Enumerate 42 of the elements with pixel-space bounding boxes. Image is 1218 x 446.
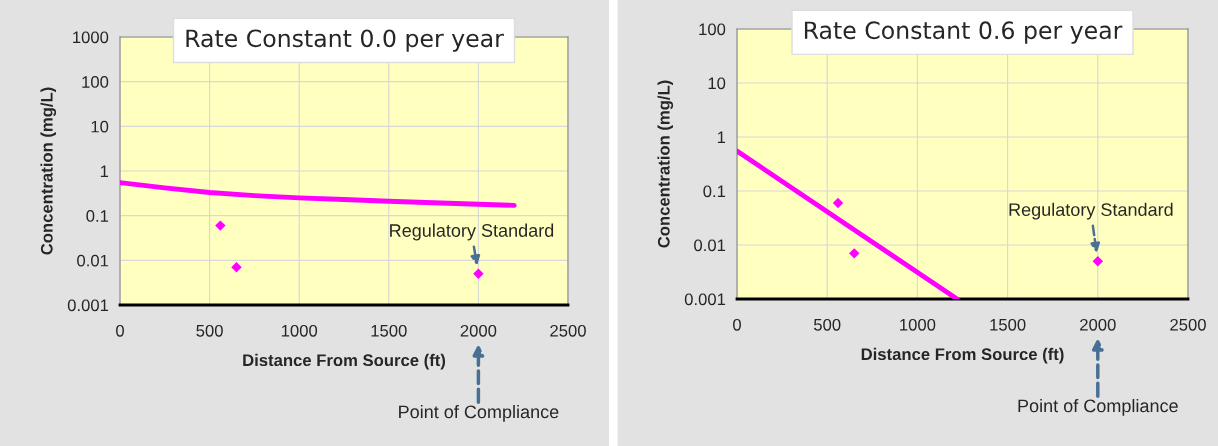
x-tick-label: 2500: [1170, 318, 1206, 331]
y-axis-title: Concentration (mg/L): [40, 87, 57, 255]
y-tick-label: 0.1: [703, 185, 726, 198]
point: [832, 197, 844, 209]
line-series: [120, 180, 517, 208]
chart-title: Rate Constant 0.6 per year: [804, 21, 1123, 44]
point: [231, 262, 242, 273]
x-tick-label: 500: [196, 324, 223, 337]
text: Point of Compliance: [1018, 399, 1178, 416]
y-tick-label: 0.1: [86, 210, 109, 222]
point: [849, 248, 860, 259]
y-tick-label: 0.01: [694, 239, 726, 252]
x-tick-label: 2500: [550, 324, 586, 337]
point: [215, 220, 226, 231]
x-tick-label: 0: [733, 318, 741, 331]
y-tick-label: 100: [699, 23, 726, 36]
y-tick-label: 0.001: [684, 293, 726, 306]
x-axis-title: Distance From Source (ft): [861, 347, 1064, 364]
annotation: Regulatory Standard: [390, 223, 554, 241]
x-tick-label: 1000: [281, 324, 318, 337]
x-tick-label: 2000: [460, 324, 497, 337]
x-tick-label: 1500: [990, 318, 1026, 331]
y-axis-title: Concentration (mg/L): [657, 80, 674, 248]
y-tick-label: 1: [100, 165, 109, 178]
x-tick-label: 1500: [371, 324, 407, 337]
x-tick-label: 500: [813, 318, 841, 331]
x-tick-label: 1000: [900, 318, 936, 331]
chart-title: Rate Constant 0.0 per year: [186, 29, 504, 52]
point: [1092, 256, 1103, 267]
y-tick-label: 0.01: [77, 254, 109, 267]
y-tick-label: 100: [82, 76, 109, 88]
y-tick-label: 1000: [73, 31, 109, 44]
y-tick-label: 10: [91, 120, 109, 133]
y-tick-label: 1: [717, 131, 726, 144]
x-tick-label: 2000: [1080, 318, 1116, 331]
x-tick-label: 0: [116, 324, 124, 337]
y-tick-label: 0.001: [67, 299, 109, 312]
annotation: Regulatory Standard: [1009, 202, 1173, 220]
point: [473, 268, 484, 279]
text: Point of Compliance: [399, 405, 559, 422]
y-tick-label: 10: [708, 77, 726, 90]
x-axis-title: Distance From Source (ft): [243, 353, 446, 370]
